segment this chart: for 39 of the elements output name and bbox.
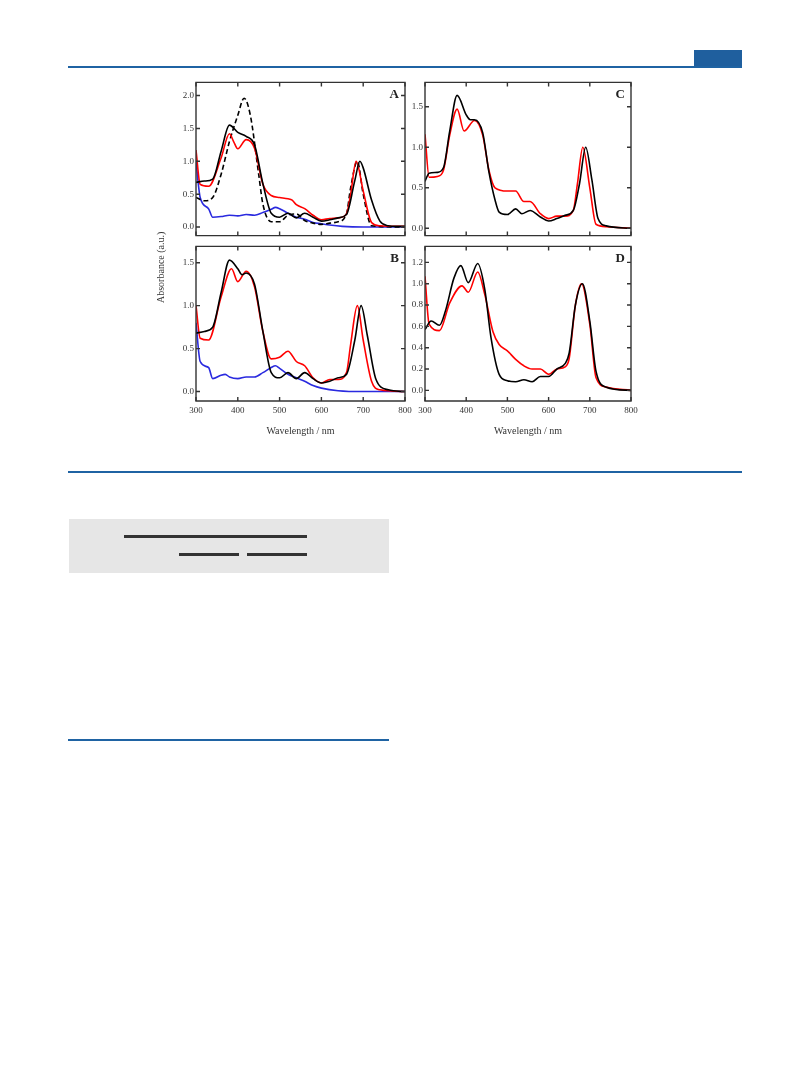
x-tick-label: 400 — [231, 404, 246, 415]
x-tick-label: 800 — [624, 404, 639, 415]
y-tick-label: 2.0 — [182, 89, 195, 100]
x-tick-label: 600 — [314, 404, 329, 415]
x-tick-label: 800 — [398, 404, 413, 415]
y-tick-label: 0.2 — [411, 363, 423, 374]
x-tick-label: 600 — [541, 404, 556, 415]
x-tick-label: 700 — [583, 404, 598, 415]
y-tick-label: 0.6 — [411, 320, 424, 331]
y-tick-label: 0.0 — [411, 384, 424, 395]
y-tick-label: 1.0 — [182, 300, 195, 311]
y-tick-label: 0.8 — [411, 299, 424, 310]
y-tick-label: 1.5 — [182, 257, 195, 268]
x-tick-label: 300 — [418, 404, 433, 415]
annotation: D — [615, 250, 625, 266]
x-axis-title: Wavelength / nm — [493, 424, 563, 436]
y-tick-label: 0.5 — [411, 182, 424, 193]
y-axis-title: Absorbance (a.u.) — [155, 231, 166, 303]
y-tick-label: 0.5 — [182, 342, 195, 353]
y-tick-label: 1.5 — [411, 101, 424, 112]
x-tick-label: 500 — [500, 404, 515, 415]
x-axis-title: Wavelength / nm — [266, 424, 335, 436]
x-tick-label: 400 — [459, 404, 474, 415]
y-tick-label: 1.0 — [411, 278, 424, 289]
y-tick-label: 1.0 — [411, 141, 424, 152]
annotation: C — [615, 86, 625, 102]
y-tick-label: 0.4 — [411, 342, 424, 353]
y-tick-label: 0.0 — [182, 385, 195, 396]
x-tick-label: 300 — [189, 404, 204, 415]
y-tick-label: 0.0 — [182, 221, 195, 232]
y-tick-label: 1.0 — [182, 155, 195, 166]
annotation: B — [390, 250, 400, 266]
x-tick-label: 700 — [356, 404, 371, 415]
y-tick-label: 1.5 — [182, 122, 195, 133]
y-tick-label: 1.2 — [411, 256, 423, 267]
annotation: A — [389, 86, 400, 102]
y-tick-label: 0.5 — [182, 188, 195, 199]
y-tick-label: 0.0 — [411, 222, 424, 233]
x-tick-label: 500 — [272, 404, 287, 415]
